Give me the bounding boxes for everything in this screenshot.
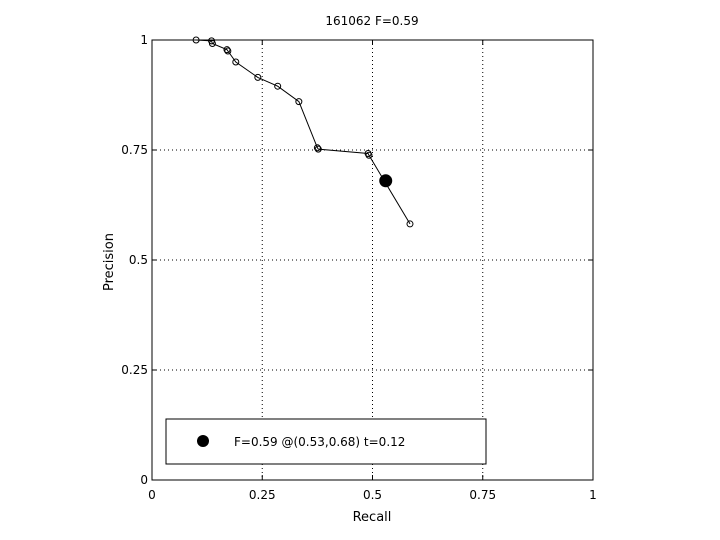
pr-curve-point — [295, 98, 303, 106]
best-f-point — [379, 174, 393, 188]
y-tick-label: 1 — [140, 33, 148, 47]
legend-marker — [197, 435, 209, 447]
pr-curve-point — [208, 40, 216, 48]
pr-curve-point — [254, 73, 262, 81]
y-tick-label: 0.5 — [129, 253, 148, 267]
pr-curve-point — [314, 145, 322, 153]
y-tick-label: 0.25 — [121, 363, 148, 377]
pr-curve-point — [365, 151, 373, 159]
legend-box — [165, 418, 487, 465]
pr-curve-point — [223, 46, 231, 54]
x-tick-label: 0.75 — [469, 488, 496, 502]
grid — [152, 40, 593, 480]
x-tick-label: 0.25 — [249, 488, 276, 502]
y-tick-label: 0 — [140, 473, 148, 487]
y-tick-label: 0.75 — [121, 143, 148, 157]
x-tick-label: 0 — [148, 488, 156, 502]
pr-curve-point — [192, 36, 200, 44]
x-axis-label: Recall — [353, 510, 392, 525]
pr-curve-point — [274, 82, 282, 90]
pr-curve-point — [313, 144, 321, 152]
axis-ticks: 0 0.25 0.5 0.75 1 0 0.25 0.5 0.75 1 — [121, 33, 597, 502]
series-group — [192, 36, 414, 228]
legend: F=0.59 @(0.53,0.68) t=0.12 — [165, 418, 487, 465]
x-tick-label: 0.5 — [363, 488, 382, 502]
legend-label: F=0.59 @(0.53,0.68) t=0.12 — [234, 435, 405, 449]
y-axis-label: Precision — [102, 233, 117, 291]
x-tick-label: 1 — [589, 488, 597, 502]
pr-curve-point — [232, 58, 240, 66]
pr-curve-point — [224, 47, 232, 55]
pr-curve-point — [406, 220, 414, 228]
chart-title: 161062 F=0.59 — [325, 14, 418, 28]
